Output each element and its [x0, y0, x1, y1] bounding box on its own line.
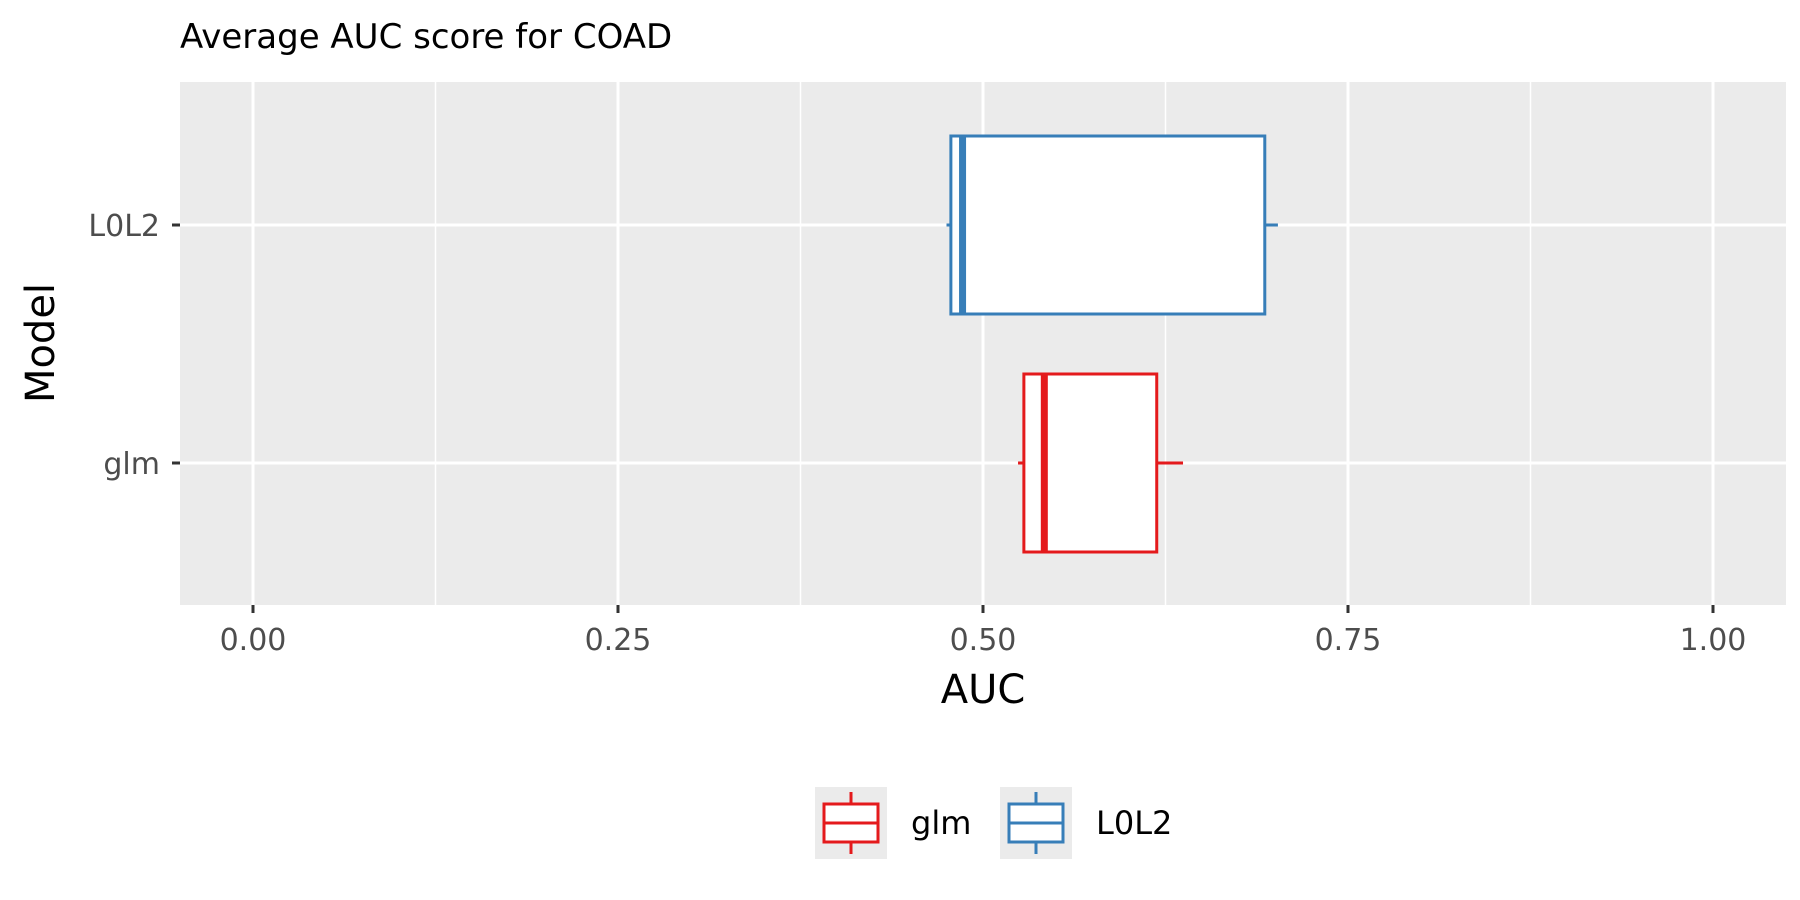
legend-item-glm: glm [815, 787, 971, 859]
x-axis: 0.00 0.25 0.50 0.75 1.00 [220, 605, 1747, 658]
y-axis: L0L2 glm [88, 209, 180, 482]
x-tick-label: 0.25 [585, 623, 652, 658]
boxes [946, 134, 1278, 554]
y-tick-label: glm [103, 447, 160, 482]
x-tick-label: 0.50 [950, 623, 1017, 658]
x-tick-label: 0.75 [1315, 623, 1382, 658]
legend-item-l0l2: L0L2 [1000, 787, 1172, 859]
legend: glm L0L2 [815, 787, 1172, 859]
box-l0l2 [946, 134, 1278, 316]
legend-label: glm [911, 804, 971, 842]
box-iqr [949, 134, 1267, 316]
x-tick-label: 0.00 [220, 623, 287, 658]
legend-label: L0L2 [1096, 804, 1172, 842]
box-glm [1018, 372, 1184, 554]
x-axis-title: AUC [941, 667, 1026, 713]
y-tick-label: L0L2 [88, 209, 160, 244]
chart-title: Average AUC score for COAD [180, 17, 672, 57]
y-axis-title: Model [18, 283, 64, 403]
x-tick-label: 1.00 [1680, 623, 1747, 658]
